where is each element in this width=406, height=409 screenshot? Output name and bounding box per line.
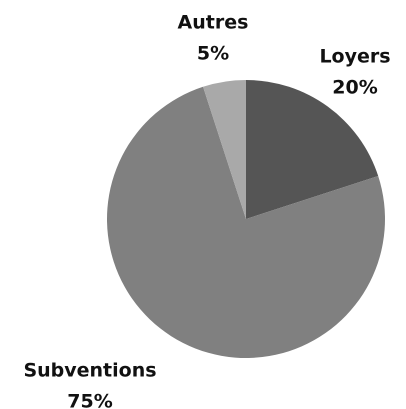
pie-slice bbox=[246, 80, 379, 219]
slice-value-label: 20% bbox=[332, 77, 377, 99]
slice-value-label: 5% bbox=[197, 43, 229, 65]
pie-slice bbox=[203, 80, 246, 219]
slice-value-label: 75% bbox=[67, 391, 112, 409]
pie-slice bbox=[107, 86, 386, 358]
slice-label: Autres bbox=[178, 12, 249, 34]
slice-label: Loyers bbox=[319, 46, 390, 68]
slice-label: Subventions bbox=[23, 360, 156, 382]
